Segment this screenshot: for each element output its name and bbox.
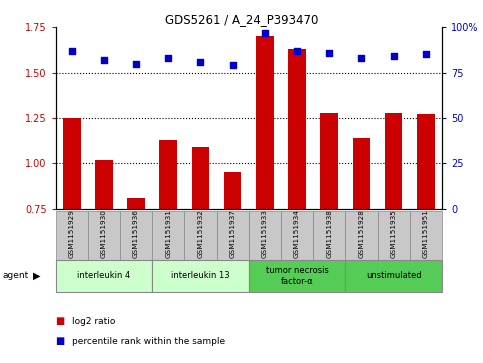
Point bbox=[422, 52, 430, 57]
Bar bbox=[63, 118, 81, 209]
Bar bbox=[410, 211, 442, 260]
Bar bbox=[281, 211, 313, 260]
Point bbox=[293, 48, 301, 54]
Bar bbox=[345, 260, 442, 292]
Bar bbox=[56, 260, 152, 292]
Text: interleukin 4: interleukin 4 bbox=[77, 272, 130, 280]
Point bbox=[68, 48, 75, 54]
Bar bbox=[192, 147, 209, 209]
Bar bbox=[353, 138, 370, 209]
Text: ■: ■ bbox=[56, 336, 65, 346]
Bar bbox=[249, 211, 281, 260]
Text: GSM1151934: GSM1151934 bbox=[294, 209, 300, 258]
Bar bbox=[127, 198, 145, 209]
Text: GSM1151935: GSM1151935 bbox=[391, 209, 397, 258]
Bar bbox=[320, 113, 338, 209]
Point bbox=[197, 59, 204, 65]
Text: GSM1151929: GSM1151929 bbox=[69, 209, 75, 258]
Bar bbox=[256, 36, 274, 209]
Bar bbox=[185, 211, 216, 260]
Text: GSM1151937: GSM1151937 bbox=[229, 209, 236, 258]
Text: GSM1151933: GSM1151933 bbox=[262, 209, 268, 258]
Text: GSM1151932: GSM1151932 bbox=[198, 209, 203, 258]
Bar bbox=[56, 211, 88, 260]
Text: ■: ■ bbox=[56, 316, 65, 326]
Point bbox=[326, 50, 333, 56]
Bar bbox=[120, 211, 152, 260]
Bar bbox=[288, 49, 306, 209]
Point bbox=[132, 61, 140, 66]
Text: ▶: ▶ bbox=[33, 271, 41, 281]
Text: GSM1151930: GSM1151930 bbox=[101, 209, 107, 258]
Bar bbox=[345, 211, 378, 260]
Text: GSM1151936: GSM1151936 bbox=[133, 209, 139, 258]
Point bbox=[357, 55, 365, 61]
Text: GDS5261 / A_24_P393470: GDS5261 / A_24_P393470 bbox=[165, 13, 318, 26]
Text: log2 ratio: log2 ratio bbox=[72, 317, 116, 326]
Bar bbox=[249, 260, 345, 292]
Bar bbox=[385, 113, 402, 209]
Text: GSM1151928: GSM1151928 bbox=[358, 209, 365, 258]
Text: tumor necrosis
factor-α: tumor necrosis factor-α bbox=[266, 266, 328, 286]
Text: interleukin 13: interleukin 13 bbox=[171, 272, 230, 280]
Text: GSM1151931: GSM1151931 bbox=[165, 209, 171, 258]
Point bbox=[100, 57, 108, 63]
Point bbox=[390, 53, 398, 59]
Text: GSM1151938: GSM1151938 bbox=[326, 209, 332, 258]
Point bbox=[261, 30, 269, 36]
Bar bbox=[152, 260, 249, 292]
Text: percentile rank within the sample: percentile rank within the sample bbox=[72, 337, 226, 346]
Point bbox=[229, 62, 237, 68]
Text: agent: agent bbox=[2, 272, 28, 280]
Bar bbox=[95, 160, 113, 209]
Bar bbox=[224, 172, 242, 209]
Bar bbox=[378, 211, 410, 260]
Text: unstimulated: unstimulated bbox=[366, 272, 422, 280]
Bar bbox=[88, 211, 120, 260]
Bar bbox=[417, 114, 435, 209]
Bar bbox=[313, 211, 345, 260]
Bar bbox=[216, 211, 249, 260]
Bar bbox=[159, 140, 177, 209]
Bar bbox=[152, 211, 185, 260]
Text: GSM1151951: GSM1151951 bbox=[423, 209, 429, 258]
Point bbox=[164, 55, 172, 61]
